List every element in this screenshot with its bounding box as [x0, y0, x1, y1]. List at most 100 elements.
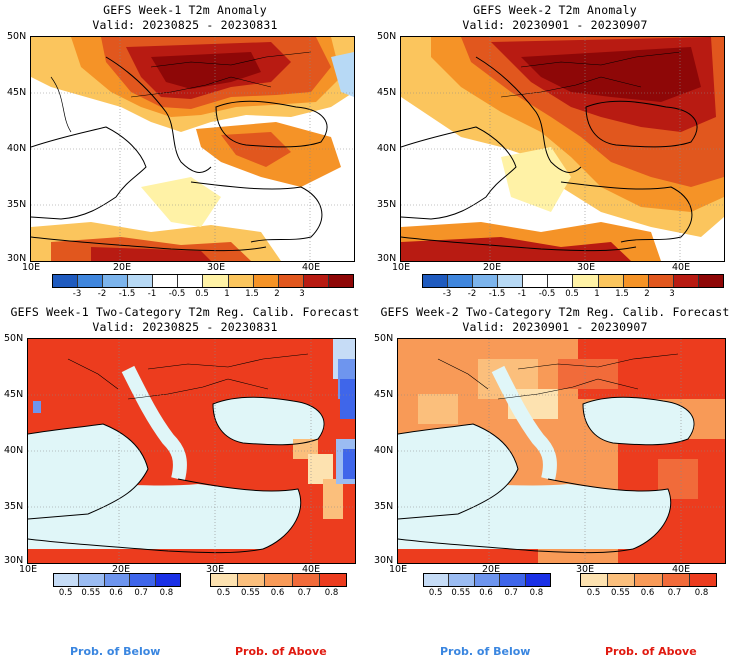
panel-1-title: GEFS Week-1 T2m Anomaly Valid: 20230825 … [92, 3, 278, 32]
panel-2-colorbar-swatch [573, 275, 599, 287]
panel-1-colorbar-swatch [78, 275, 104, 287]
panel-3-above-colorbar-swatch [238, 574, 266, 586]
panel-4-below-colorbar-swatch [449, 574, 475, 586]
panel-3-above-tick-label: 0.8 [324, 588, 339, 598]
panel-3-lat-45: 45N [4, 389, 24, 400]
panel-4-above-colorbar [580, 573, 717, 587]
panel-4-lon-30: 30E [576, 564, 595, 575]
panel-1-colorbar-tick-label: -1 [147, 289, 157, 299]
panel-3-lon-10: 10E [19, 564, 38, 575]
panel-3-lat-50: 50N [4, 333, 24, 344]
panel-4-below-colorbar-swatch [474, 574, 501, 586]
panel-4-lat-30: 30N [374, 555, 394, 566]
panel-4-below-colorbar-swatch [500, 574, 526, 586]
panel-2-colorbar-swatch [648, 275, 674, 287]
panel-2-lat-45: 45N [377, 87, 397, 98]
panel-4-below-tick-label: 0.55 [451, 588, 471, 598]
panel-3-above-colorbar-swatch [265, 574, 293, 586]
panel-2-colorbar-tick-label: -3 [442, 289, 452, 299]
panel-4-lat-40: 40N [374, 445, 394, 456]
panel-4-above-colorbar-swatch [662, 574, 690, 586]
panel-1-lon-30: 30E [207, 262, 226, 273]
panel-1-colorbar-swatch [128, 275, 154, 287]
panel-2-lon-20: 20E [483, 262, 502, 273]
panel-4-below-colorbar [423, 573, 551, 587]
panel-2-lon-30: 30E [577, 262, 596, 273]
panel-1-colorbar-tick-label: 3 [299, 289, 305, 299]
panel-3-title: GEFS Week-1 Two-Category T2m Reg. Calib.… [10, 305, 360, 334]
panel-4-lon-10: 10E [389, 564, 408, 575]
panel-1-lat-35: 35N [7, 199, 27, 210]
panel-2-colorbar-swatch [498, 275, 524, 287]
panel-2-colorbar-tick-label: 2 [644, 289, 650, 299]
panel-2-colorbar-tick-label: -1.5 [488, 289, 506, 299]
panel-2-colorbar-swatch [448, 275, 474, 287]
panel-3-lat-35: 35N [4, 501, 24, 512]
panel-2-colorbar-swatch [673, 275, 699, 287]
panel-2-colorbar-swatch [523, 275, 549, 287]
panel-3-below-colorbar-swatch [104, 574, 131, 586]
panel-2-lat-30: 30N [377, 253, 397, 264]
panel-2-lon-10: 10E [392, 262, 411, 273]
panel-2-colorbar-swatch [623, 275, 649, 287]
panel-1-colorbar-tick-label: -2 [97, 289, 107, 299]
panel-3-above-tick-label: 0.5 [216, 588, 231, 598]
panel-2-colorbar-tick-label: -2 [467, 289, 477, 299]
panel-4-below-colorbar-swatch [424, 574, 450, 586]
panel-4-above-tick-label: 0.7 [667, 588, 682, 598]
panel-1-colorbar-swatch [303, 275, 329, 287]
panel-1-colorbar-tick-label: -3 [72, 289, 82, 299]
panel-4-above-colorbar-swatch [581, 574, 609, 586]
panel-1-lat-50: 50N [7, 31, 27, 42]
panel-2-colorbar-swatch [698, 275, 723, 287]
panel-2-colorbar-tick-label: 0.5 [565, 289, 579, 299]
panel-1-colorbar-tick-label: 1 [224, 289, 230, 299]
panel-1-colorbar-swatch [328, 275, 353, 287]
panel-2-title: GEFS Week-2 T2m Anomaly Valid: 20230901 … [462, 3, 648, 32]
panel-3-lat-30: 30N [4, 555, 24, 566]
panel-4-above-tick-label: 0.6 [640, 588, 655, 598]
panel-4-title: GEFS Week-2 Two-Category T2m Reg. Calib.… [380, 305, 730, 334]
panel-3-above-colorbar [210, 573, 347, 587]
panel-3-above-colorbar-swatch [211, 574, 239, 586]
panel-2-lat-50: 50N [377, 31, 397, 42]
panel-4-above-colorbar-swatch [635, 574, 663, 586]
panel-4-below-tick-label: 0.8 [529, 588, 544, 598]
panel-4-map [397, 338, 726, 564]
panel-3-above-colorbar-swatch [292, 574, 320, 586]
panel-3-below-tick-label: 0.8 [159, 588, 174, 598]
panel-1-colorbar-tick-label: 1.5 [245, 289, 259, 299]
panel-4-lon-20: 20E [482, 564, 501, 575]
panel-1-colorbar-swatch [103, 275, 129, 287]
panel-3-below-colorbar [53, 573, 181, 587]
panel-4-below-tick-label: 0.7 [504, 588, 518, 598]
panel-3-below-tick-label: 0.7 [134, 588, 148, 598]
panel-4-lon-40: 40E [672, 564, 691, 575]
panel-3-below-tick-label: 0.6 [109, 588, 123, 598]
panel-1-colorbar-swatch [278, 275, 304, 287]
panel-1-colorbar-tick-label: -1.5 [118, 289, 136, 299]
panel-4-lat-35: 35N [374, 501, 394, 512]
panel-1-lon-20: 20E [113, 262, 132, 273]
panel-2-colorbar-tick-label: 1.5 [615, 289, 629, 299]
panel-1-map [30, 36, 355, 262]
panel-3-above-tick-label: 0.7 [297, 588, 312, 598]
panel-4-above-tick-label: 0.5 [586, 588, 601, 598]
panel-3-above-tick-label: 0.55 [241, 588, 260, 598]
panel-4-above-tick-label: 0.8 [694, 588, 709, 598]
panel-1-lon-10: 10E [22, 262, 41, 273]
panel-3-lon-20: 20E [112, 564, 131, 575]
panel-3-lat-40: 40N [4, 445, 24, 456]
panel-3-below-colorbar-swatch [54, 574, 80, 586]
panel-4-lat-50: 50N [374, 333, 394, 344]
panel-4-below-colorbar-swatch [525, 574, 551, 586]
panel-4-below-tick-label: 0.6 [479, 588, 493, 598]
panel-3-above-colorbar-swatch [319, 574, 347, 586]
panel-2-colorbar-tick-label: -0.5 [538, 289, 556, 299]
panel-2-colorbar-swatch [548, 275, 574, 287]
panel-1-lat-40: 40N [7, 143, 27, 154]
panel-2-colorbar-swatch [423, 275, 449, 287]
panel-4-below-tick-label: 0.5 [428, 588, 443, 598]
panel-2-colorbar-swatch [598, 275, 624, 287]
panel-2-lat-40: 40N [377, 143, 397, 154]
